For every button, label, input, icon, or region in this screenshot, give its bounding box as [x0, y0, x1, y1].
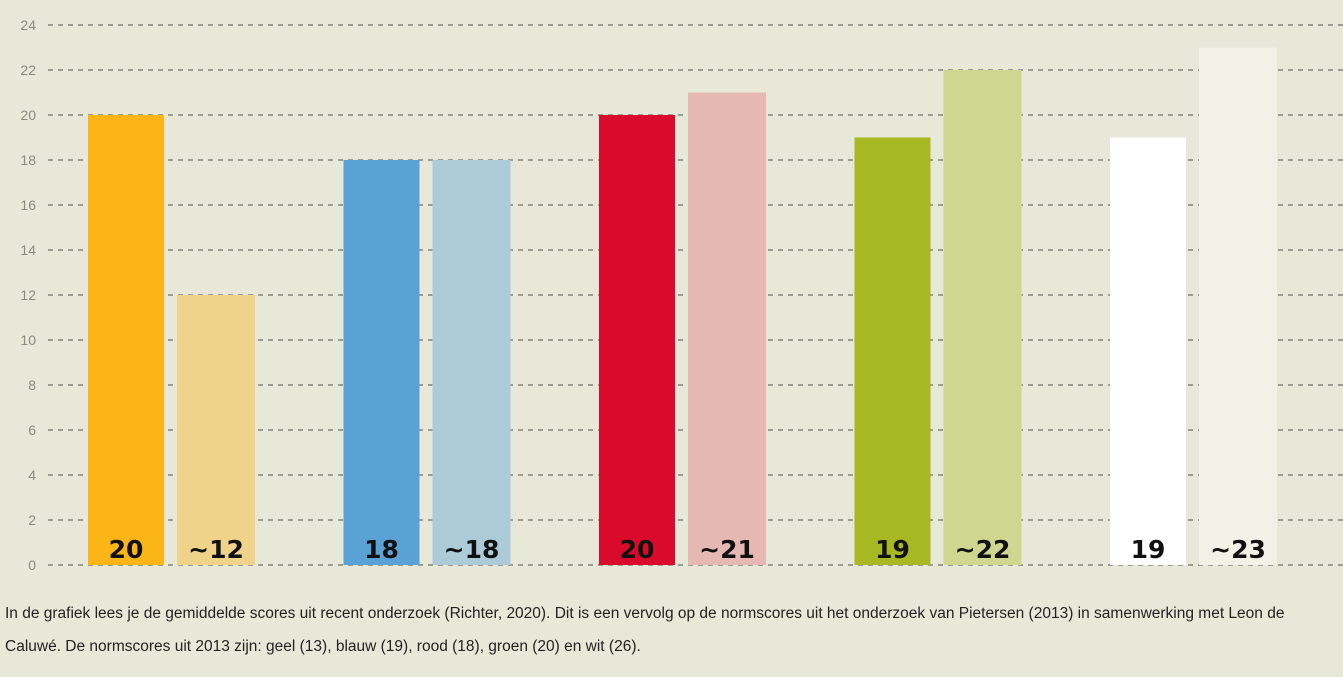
y-tick-label: 12	[20, 287, 36, 303]
bar-groen-2	[943, 70, 1022, 565]
bar-value-label: ~23	[1210, 535, 1266, 564]
y-tick-label: 4	[28, 467, 36, 483]
chart-caption: In de grafiek lees je de gemiddelde scor…	[5, 605, 1285, 655]
bar-value-label: ~18	[444, 535, 500, 564]
y-tick-label: 14	[20, 242, 36, 258]
bar-value-label: 20	[109, 535, 144, 564]
bar-blauw-1	[343, 160, 420, 565]
bar-value-label: 19	[1131, 535, 1166, 564]
y-tick-label: 22	[20, 62, 36, 78]
y-tick-label: 24	[20, 17, 36, 33]
bar-value-label: 19	[875, 535, 910, 564]
y-tick-label: 2	[28, 512, 36, 528]
y-tick-label: 16	[20, 197, 36, 213]
bar-value-label: ~12	[188, 535, 244, 564]
bar-groen-1	[854, 137, 931, 565]
bar-rood-1	[599, 115, 675, 565]
bar-wit-1	[1110, 137, 1186, 565]
bar-wit-2	[1199, 47, 1277, 565]
bar-value-label: 20	[620, 535, 655, 564]
y-tick-label: 10	[20, 332, 36, 348]
y-tick-label: 18	[20, 152, 36, 168]
bar-value-label: 18	[364, 535, 399, 564]
bar-geel-1	[88, 115, 164, 565]
y-tick-label: 8	[28, 377, 36, 393]
y-tick-label: 0	[28, 557, 36, 573]
bar-geel-2	[177, 295, 255, 565]
bar-value-label: ~21	[699, 535, 755, 564]
y-tick-label: 20	[20, 107, 36, 123]
bar-rood-2	[688, 92, 766, 565]
bar-labels: 20 ~12 18 ~18 20 ~21 19 ~22 19 ~23	[109, 535, 1266, 564]
y-tick-label: 6	[28, 422, 36, 438]
bar-value-label: ~22	[955, 535, 1011, 564]
bars	[88, 47, 1277, 565]
bar-blauw-2	[432, 160, 511, 565]
